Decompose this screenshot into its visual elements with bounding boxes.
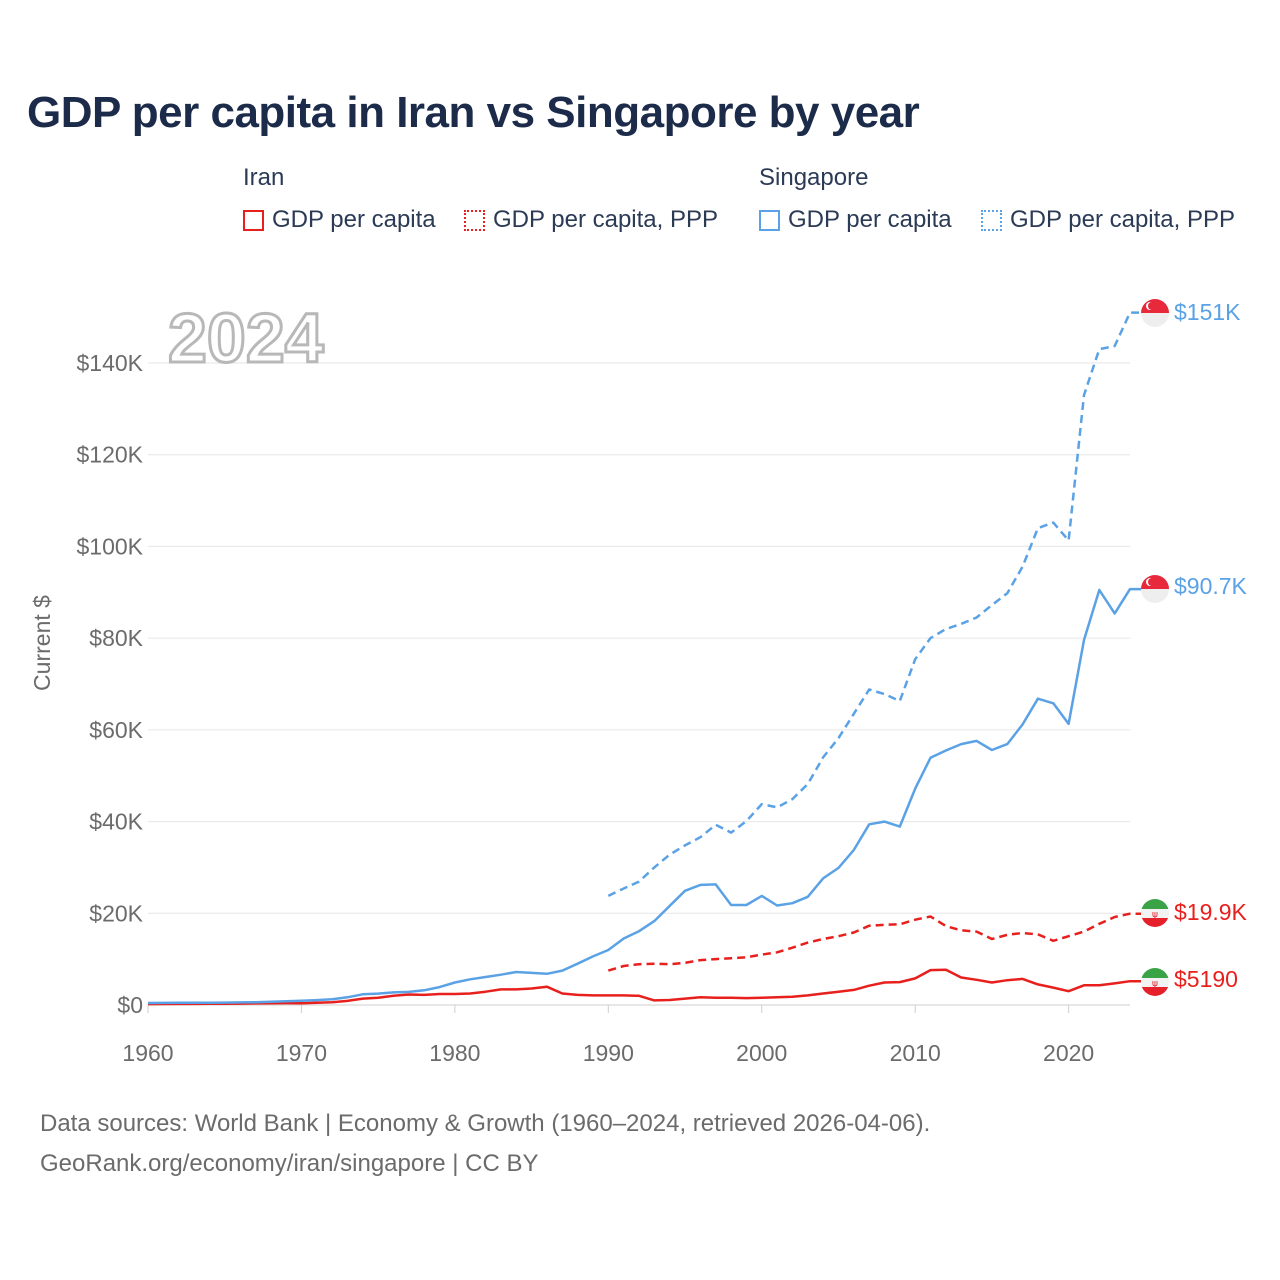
legend-swatch-iran-dotted: [464, 209, 485, 231]
end-label-singapore-ppp: $151K: [1174, 299, 1241, 325]
series-group: [147, 311, 1141, 1006]
footer-credit[interactable]: GeoRank.org/economy/iran/singapore | CC …: [40, 1150, 539, 1177]
footer-sources: Data sources: World Bank | Economy & Gro…: [40, 1110, 931, 1137]
y-tick-label: $140K: [76, 350, 143, 376]
legend-item-singapore-ppp[interactable]: GDP per capita, PPP: [981, 206, 1235, 234]
legend-label: GDP per capita: [272, 206, 436, 233]
iran-gdp-line: [147, 968, 1141, 1006]
end-label-singapore-gdp: $90.7K: [1174, 573, 1248, 599]
iran-ppp-line: [607, 912, 1141, 972]
y-tick-label: $80K: [89, 625, 143, 651]
x-tick-label: 1990: [583, 1040, 634, 1066]
x-tick-label: 2020: [1043, 1040, 1094, 1066]
chart-title: GDP per capita in Iran vs Singapore by y…: [27, 88, 920, 137]
svg-text:ψ: ψ: [1152, 910, 1158, 920]
y-tick-label: $120K: [76, 442, 143, 468]
svg-text:ψ: ψ: [1152, 979, 1158, 989]
y-tick-label: $20K: [89, 900, 143, 926]
x-axis: 1960 1970 1980 1990 2000 2010 2020: [122, 1005, 1094, 1066]
x-tick-label: 2010: [890, 1040, 941, 1066]
y-tick-label: $40K: [89, 809, 143, 835]
x-tick-label: 2000: [736, 1040, 787, 1066]
legend-swatch-singapore-solid: [759, 209, 780, 231]
legend-label: GDP per capita, PPP: [493, 206, 718, 233]
singapore-gdp-line: [147, 587, 1141, 1005]
legend-item-singapore-gdp[interactable]: GDP per capita: [759, 206, 952, 234]
legend-group-singapore: Singapore: [759, 164, 869, 191]
x-tick-label: 1980: [429, 1040, 480, 1066]
legend-group-iran: Iran: [243, 164, 285, 191]
y-tick-label: $0: [117, 992, 143, 1018]
legend-swatch-singapore-dotted: [981, 209, 1002, 231]
year-watermark: 2024: [168, 299, 324, 377]
legend-label: GDP per capita, PPP: [1010, 206, 1235, 233]
end-label-iran-gdp: $5190: [1174, 966, 1238, 992]
x-tick-label: 1970: [276, 1040, 327, 1066]
iran-flag-icon: ψ: [1141, 968, 1169, 996]
legend-item-iran-gdp[interactable]: GDP per capita: [243, 206, 436, 234]
y-axis-label: Current $: [29, 595, 55, 691]
y-tick-label: $100K: [76, 533, 143, 559]
singapore-flag-icon: [1141, 575, 1169, 603]
end-label-iran-ppp: $19.9K: [1174, 899, 1248, 925]
singapore-ppp-line: [607, 311, 1141, 898]
iran-flag-icon: ψ: [1141, 899, 1169, 927]
x-tick-label: 1960: [122, 1040, 173, 1066]
y-axis: $0 $20K $40K $60K $80K $100K $120K $140K: [76, 350, 143, 1018]
legend-label: GDP per capita: [788, 206, 952, 233]
grid: [148, 362, 1130, 1006]
y-tick-label: $60K: [89, 717, 143, 743]
legend-item-iran-ppp[interactable]: GDP per capita, PPP: [464, 206, 718, 234]
legend-swatch-iran-solid: [243, 209, 264, 231]
singapore-flag-icon: [1141, 299, 1169, 327]
